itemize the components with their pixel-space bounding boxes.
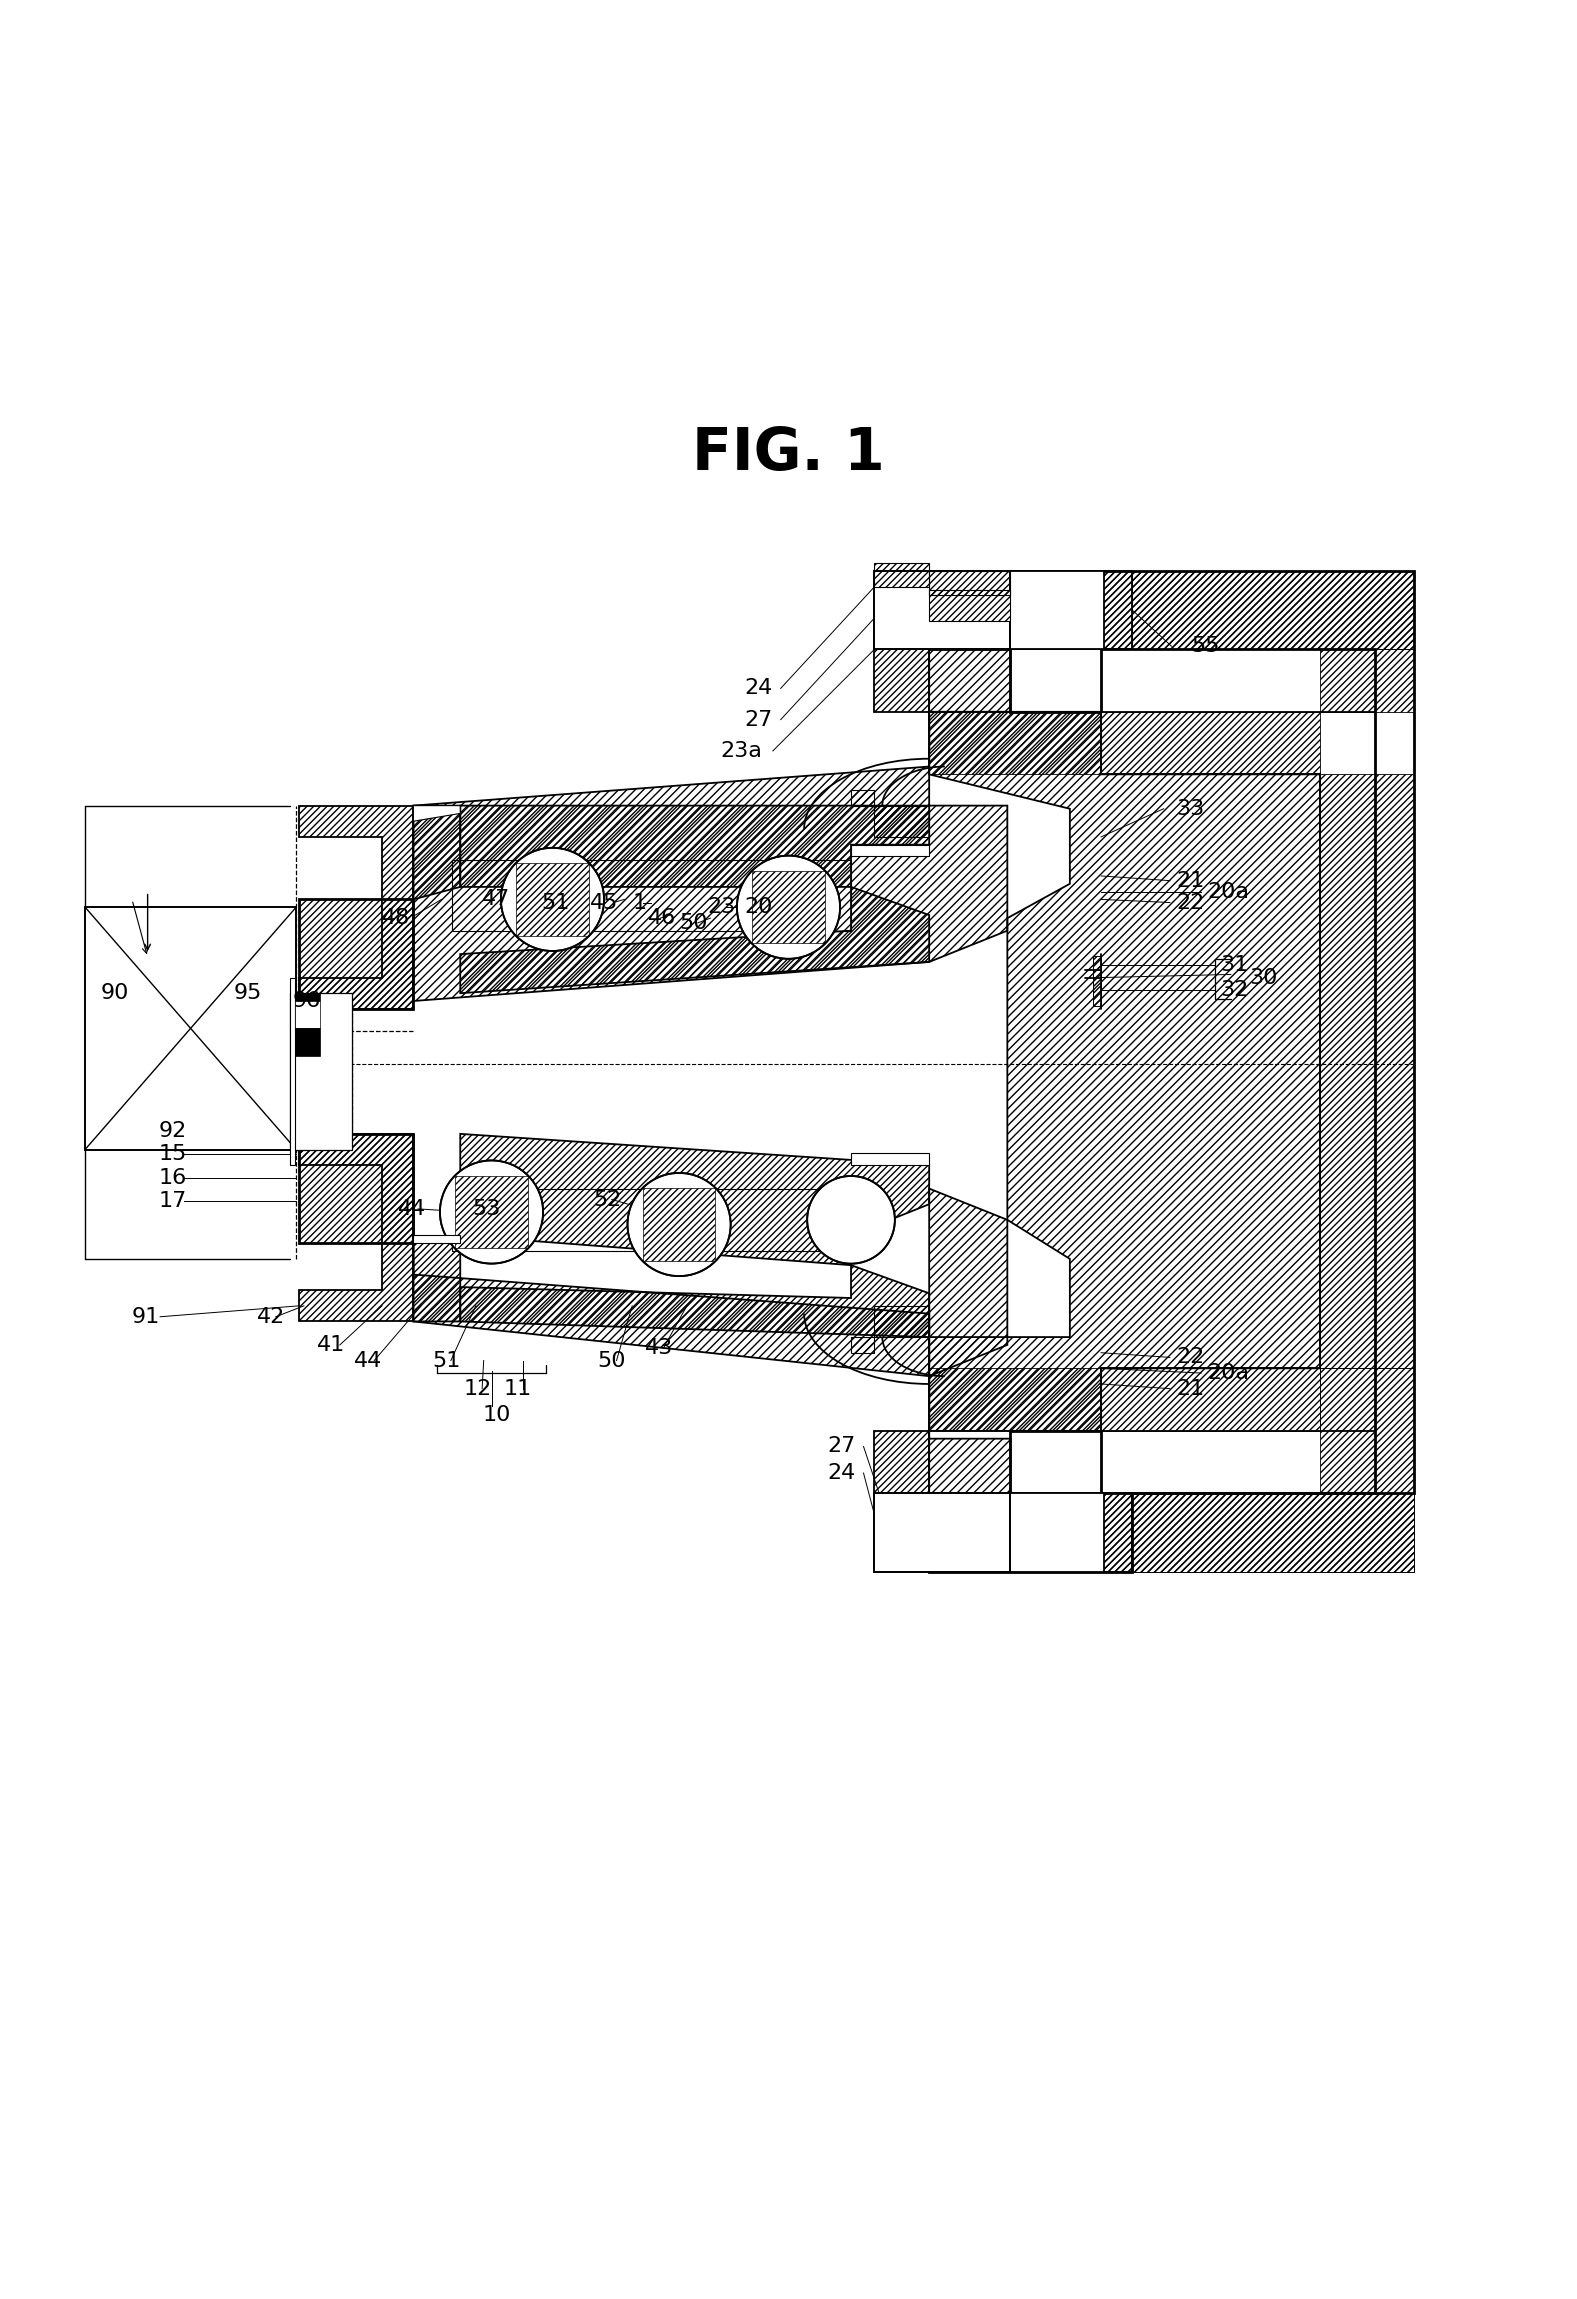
Text: 23a: 23a [721,740,762,761]
Text: 17: 17 [159,1191,186,1212]
Polygon shape [290,1048,296,1087]
Circle shape [628,1172,730,1276]
Text: 11: 11 [505,1379,533,1398]
Text: 92: 92 [159,1120,186,1140]
Bar [85,908,296,1150]
Text: 23: 23 [706,897,735,917]
Circle shape [736,855,841,959]
Text: 20a: 20a [1208,1363,1249,1384]
Text: 30: 30 [1249,968,1277,989]
Polygon shape [295,1028,320,1055]
Text: 91: 91 [132,1306,161,1327]
Polygon shape [1101,713,1375,1430]
Text: 50: 50 [680,913,708,933]
Text: 20: 20 [744,897,773,917]
Text: 48: 48 [382,908,410,929]
Text: 51: 51 [541,892,569,913]
Bar [85,908,296,1150]
Text: 44: 44 [397,1198,426,1218]
Bar [1011,1494,1104,1573]
Polygon shape [300,1133,413,1244]
Bar [1011,570,1104,648]
Polygon shape [413,805,460,821]
Polygon shape [929,591,1011,621]
Text: 41: 41 [317,1336,345,1354]
Text: 31: 31 [1221,954,1247,975]
Polygon shape [295,993,320,1000]
Text: 95: 95 [233,984,262,1002]
Text: 96: 96 [293,991,322,1012]
Polygon shape [300,899,413,1009]
Text: 10: 10 [483,1405,511,1425]
Circle shape [501,848,604,952]
Text: 27: 27 [828,1437,856,1458]
Polygon shape [290,1009,296,1048]
Text: 51: 51 [432,1350,460,1370]
Text: 20a: 20a [1208,881,1249,901]
Text: 12: 12 [464,1379,492,1398]
Polygon shape [852,844,929,855]
Text: 53: 53 [473,1198,501,1218]
Text: 46: 46 [648,908,677,929]
Polygon shape [290,977,295,1166]
Polygon shape [875,570,1011,648]
Text: 22: 22 [1176,1347,1205,1368]
Polygon shape [852,1152,929,1166]
Text: 42: 42 [257,1306,285,1327]
Text: 45: 45 [590,892,618,913]
Text: 21: 21 [1176,871,1205,890]
Text: 15: 15 [159,1145,188,1163]
Text: 50: 50 [598,1350,626,1370]
Bar [290,993,352,1150]
Text: 21: 21 [1176,1379,1205,1398]
Polygon shape [413,1235,460,1244]
Text: 1: 1 [632,892,647,913]
Text: 27: 27 [744,710,773,729]
Text: 22: 22 [1176,892,1205,913]
Text: FIG. 1: FIG. 1 [692,425,885,483]
Text: 16: 16 [159,1168,186,1189]
Text: 43: 43 [645,1338,673,1359]
Text: 24: 24 [744,678,773,699]
Circle shape [807,1177,894,1264]
Text: 44: 44 [353,1350,382,1370]
Polygon shape [295,1000,320,1028]
Text: 55: 55 [1192,637,1221,655]
Text: 90: 90 [101,984,129,1002]
Text: 52: 52 [593,1189,621,1209]
Text: 24: 24 [828,1462,856,1483]
Text: 47: 47 [483,890,511,910]
Text: 33: 33 [1176,798,1205,818]
Text: 32: 32 [1221,979,1247,1000]
Polygon shape [875,1494,1011,1573]
Circle shape [440,1161,542,1264]
Polygon shape [929,570,1413,1573]
